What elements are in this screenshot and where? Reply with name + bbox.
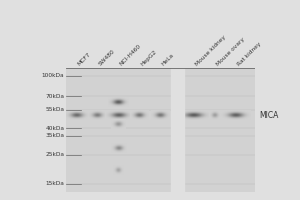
Text: MCF7: MCF7 [76, 52, 92, 67]
Bar [171, 68, 184, 192]
Text: 70kDa: 70kDa [46, 94, 64, 99]
Text: 55kDa: 55kDa [46, 107, 64, 112]
Text: 15kDa: 15kDa [46, 181, 64, 186]
Text: HepG2: HepG2 [140, 49, 158, 67]
Text: SW480: SW480 [98, 49, 116, 67]
Text: MICA: MICA [260, 111, 279, 120]
Text: 100kDa: 100kDa [42, 73, 64, 78]
Text: Mouse kidney: Mouse kidney [194, 35, 226, 67]
Text: Rat kidney: Rat kidney [236, 41, 262, 67]
Text: 40kDa: 40kDa [46, 126, 64, 131]
Text: HeLa: HeLa [160, 53, 175, 67]
Text: 25kDa: 25kDa [46, 152, 64, 157]
Text: NCI-H460: NCI-H460 [118, 44, 142, 67]
Text: Mouse ovary: Mouse ovary [215, 37, 245, 67]
Text: 35kDa: 35kDa [46, 133, 64, 138]
